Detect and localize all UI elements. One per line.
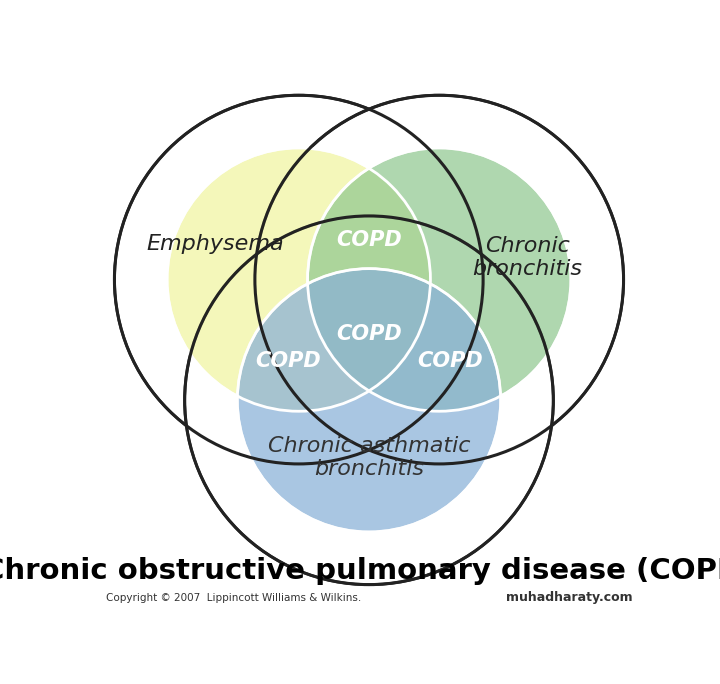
Text: COPD: COPD [418, 351, 483, 371]
Circle shape [255, 95, 624, 464]
Text: Chronic obstructive pulmonary disease (COPD): Chronic obstructive pulmonary disease (C… [0, 557, 720, 586]
Circle shape [238, 269, 500, 532]
Text: Chronic
bronchitis: Chronic bronchitis [472, 236, 582, 279]
Text: Copyright © 2007  Lippincott Williams & Wilkins.: Copyright © 2007 Lippincott Williams & W… [106, 593, 361, 603]
Circle shape [307, 148, 571, 411]
Text: Chronic asthmatic
bronchitis: Chronic asthmatic bronchitis [268, 436, 470, 479]
Circle shape [184, 216, 554, 585]
Circle shape [114, 95, 483, 464]
Circle shape [167, 148, 431, 411]
Text: COPD: COPD [255, 351, 320, 371]
Text: muhadharaty.com: muhadharaty.com [505, 591, 632, 604]
Text: Emphysema: Emphysema [147, 235, 284, 254]
Text: COPD: COPD [336, 324, 402, 345]
Text: COPD: COPD [336, 230, 402, 250]
